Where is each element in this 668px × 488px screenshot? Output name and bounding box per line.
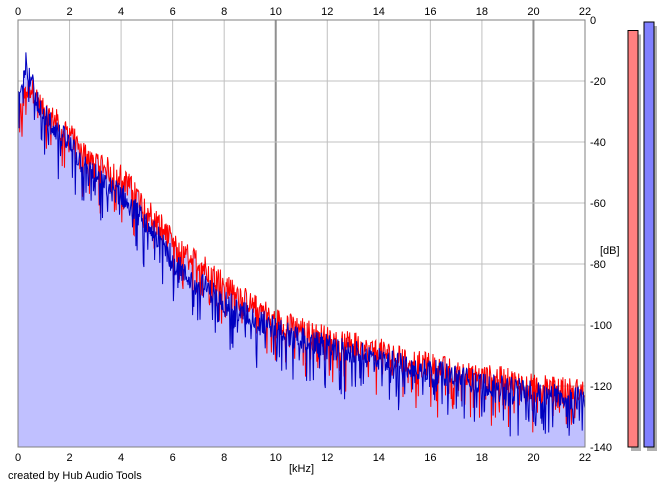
y-tick-label: -140	[590, 442, 612, 454]
x-tick-label-bottom: 10	[270, 452, 282, 464]
x-tick-label-bottom: 4	[118, 452, 124, 464]
y-tick-label: -80	[590, 259, 606, 271]
x-tick-label-top: 18	[476, 6, 488, 18]
x-tick-label-top: 22	[579, 6, 591, 18]
spectrum-fill-area	[18, 52, 585, 448]
y-axis-label: [dB]	[600, 245, 620, 257]
x-tick-label-bottom: 16	[424, 452, 436, 464]
credit-text: created by Hub Audio Tools	[8, 470, 142, 482]
x-axis-top-ticks: 0 2 4 6 8 10 12 14 16 18 20 22	[15, 6, 591, 18]
x-tick-label-bottom: 18	[476, 452, 488, 464]
x-tick-label-bottom: 8	[221, 452, 227, 464]
x-axis-bottom-ticks: 0 2 4 6 8 10 12 14 16 18 20 22	[15, 452, 591, 464]
x-tick-label-top: 2	[66, 6, 72, 18]
level-meters	[627, 21, 657, 451]
x-tick-label-bottom: 0	[15, 452, 21, 464]
x-tick-label-top: 14	[373, 6, 385, 18]
y-tick-label: -100	[590, 320, 612, 332]
y-tick-label: -60	[590, 198, 606, 210]
plot-frame	[17, 19, 586, 448]
plot-border	[17, 19, 586, 448]
x-tick-label-top: 6	[170, 6, 176, 18]
x-tick-label-bottom: 6	[170, 452, 176, 464]
y-axis-ticks: 0 -20 -40 -60 -80 -100 -120 -140	[590, 15, 612, 454]
spectrum-fill	[18, 52, 585, 448]
y-tick-label: -40	[590, 137, 606, 149]
x-axis-label: [kHz]	[289, 463, 314, 475]
x-tick-label-top: 10	[270, 6, 282, 18]
y-tick-label: 0	[590, 15, 596, 27]
x-tick-label-top: 0	[15, 6, 21, 18]
x-tick-label-bottom: 2	[66, 452, 72, 464]
x-tick-label-top: 8	[221, 6, 227, 18]
y-tick-label: -20	[590, 76, 606, 88]
series-lines	[17, 52, 586, 437]
series-right-channel	[17, 52, 586, 437]
y-tick-label: -120	[590, 381, 612, 393]
x-tick-label-top: 4	[118, 6, 124, 18]
level-meter-right	[643, 21, 655, 448]
x-tick-label-top: 20	[527, 6, 539, 18]
x-tick-label-bottom: 22	[579, 452, 591, 464]
x-tick-label-top: 12	[321, 6, 333, 18]
series-left-channel	[17, 79, 586, 433]
x-tick-label-top: 16	[424, 6, 436, 18]
x-tick-label-bottom: 14	[373, 452, 385, 464]
x-tick-label-bottom: 12	[321, 452, 333, 464]
level-meter-left	[627, 30, 639, 448]
x-tick-label-bottom: 20	[527, 452, 539, 464]
